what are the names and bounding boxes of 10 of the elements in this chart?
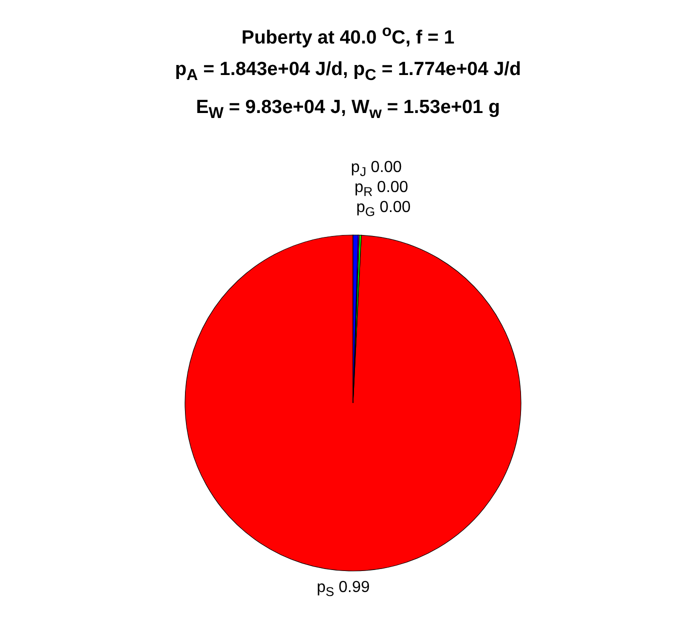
slice-label: p$_{R}$ [354,179,373,200]
slice-label: p$_{G}$ [356,199,376,220]
data-label: 0.00 [375,199,411,216]
slice-label: p$_{S}$ [316,579,334,599]
pie-slice [184,234,522,572]
data-label: 0.00 [372,179,408,196]
data-label: 0.99 [334,579,370,596]
slice-label: p$_{J}$ [350,159,366,180]
data-label: 0.00 [366,159,402,176]
chart-title: Puberty at 40.0 $^{o}$C, f = 1 p$_{A}$ = 1.843e+04 J/d, p$_{C}$ = 1.774e+04 J/d E$_{W}$ = 9.83e+04 J, W$_{w}$ = 1.53e+01 g [174,23,522,122]
